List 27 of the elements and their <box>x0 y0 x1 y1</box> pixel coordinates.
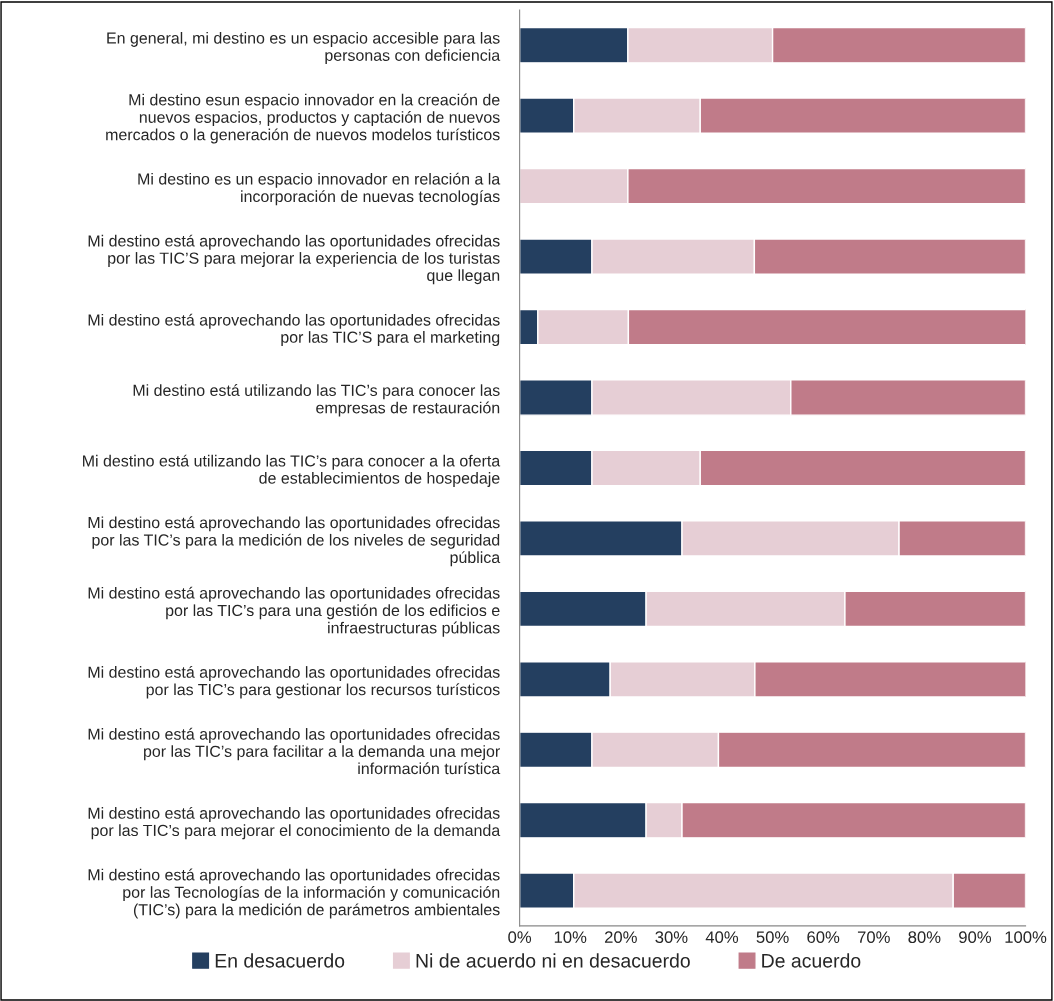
y-tick-label: Mi destino está aprovechando las oportunidades ofrecidas por las TIC’s para gestionar los recursos turísticos <box>88 665 500 699</box>
x-tick-label: 20% <box>604 931 637 944</box>
x-tick-label: 40% <box>705 931 739 944</box>
y-tick-label: Mi destino está utilizando las TIC’s para conocer a la oferta de establecimientos de hospedaje <box>83 454 501 487</box>
x-tick-label: 50% <box>756 931 789 944</box>
y-tick-label: Mi destino está aprovechando las oportunidades ofrecidas por las TIC’s para una gestión de los edificios e infraestructuras públicas <box>88 586 500 637</box>
x-tick-label: 80% <box>908 931 941 944</box>
legend-label: De acuerdo <box>762 953 861 968</box>
x-tick-label: 10% <box>554 931 587 944</box>
x-tick-label: 100% <box>1005 931 1047 944</box>
x-tick-label: 0% <box>508 931 532 944</box>
x-tick-label: 30% <box>655 931 688 944</box>
x-tick-label: 60% <box>807 931 840 944</box>
y-tick-label: Mi destino está aprovechando las oportunidades ofrecidas por las TIC’s para facilitar a la demanda una mejor información turística <box>88 727 501 775</box>
y-tick-label: En general, mi destino es un espacio accesible para las personas con deficiencia <box>107 32 501 65</box>
y-tick-label: Mi destino está aprovechando las oportunidades ofrecidas por las TIC’S para el marketing <box>88 313 500 347</box>
x-tick-label: 90% <box>959 931 992 944</box>
x-tick-label: 70% <box>857 931 890 944</box>
legend-label: En desacuerdo <box>215 953 345 968</box>
y-tick-label: Mi destino está aprovechando las oportunidades ofrecidas por las TIC’s para mejorar el conocimiento de la demanda <box>88 806 501 840</box>
y-tick-label: Mi destino está aprovechando las oportunidades ofrecidas por las TIC’S para mejorar la experiencia de los turistas que llegan <box>88 234 500 285</box>
legend-label: Ni de acuerdo ni en desacuerdo <box>416 953 690 968</box>
y-tick-label: Mi destino esun espacio innovador en la creación de nuevos espacios, productos y captación de nuevos mercados o la generación de nuevos modelos turísticos <box>106 93 500 144</box>
y-tick-label: Mi destino está utilizando las TIC’s para conocer las empresas de restauración <box>133 384 500 417</box>
y-tick-label: Mi destino es un espacio innovador en relación a la incorporación de nuevas tecnologías <box>138 172 501 206</box>
y-tick-label: Mi destino está aprovechando las oportunidades ofrecidas por las TIC’s para la medición de los niveles de seguridad pública <box>88 516 501 567</box>
y-tick-label: Mi destino está aprovechando las oportunidades ofrecidas por las Tecnologías de la información y comunicación (TIC’s) para la medición de parámetros ambientales <box>88 868 500 919</box>
